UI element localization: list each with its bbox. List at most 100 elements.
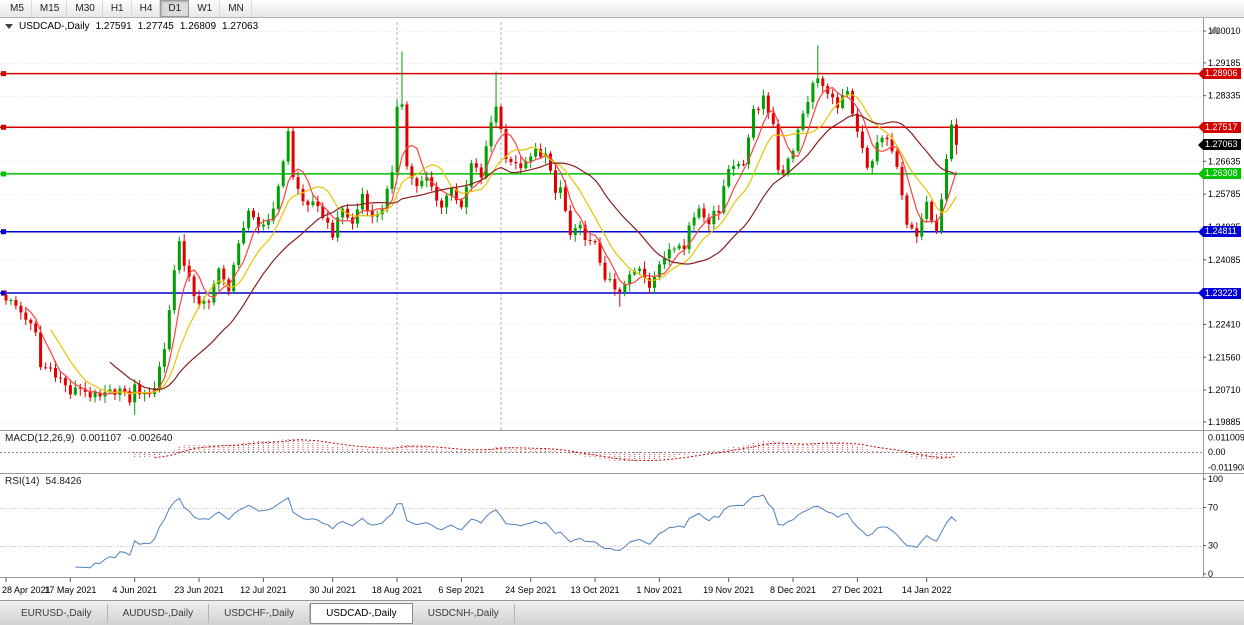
date-axis-label: 28 Apr 2021 (2, 585, 51, 595)
price-axis-label: 1.25785 (1208, 189, 1241, 199)
price-axis-label: 1.22410 (1208, 319, 1241, 329)
date-axis-label: 1 Nov 2021 (636, 585, 682, 595)
grid-lines (0, 31, 1203, 423)
price-tag-level: 1.24811 (1198, 226, 1241, 238)
timeframe-button-w1[interactable]: W1 (189, 0, 221, 17)
chart-area[interactable]: 1.300101.291851.283351.274851.266351.257… (0, 18, 1244, 600)
vertical-separator-lines[interactable] (396, 22, 502, 430)
price-tag-arrow-icon (1198, 168, 1203, 179)
chart-tabbar: EURUSD-,Daily AUDUSD-,Daily USDCHF-,Daily U… (0, 600, 1244, 625)
macd-value: 0.001107 (80, 433, 122, 444)
date-axis-label: 12 Jul 2021 (240, 585, 287, 595)
price-tag-text: 1.27517 (1203, 121, 1241, 133)
macd-axis-label: 0.00 (1208, 447, 1226, 457)
price-tag-current: 1.27063 (1198, 139, 1241, 151)
price-axis-label: 1.26635 (1208, 156, 1241, 166)
price-tag-arrow-icon (1198, 288, 1203, 298)
close-value: 1.27063 (222, 21, 259, 32)
ma-10-line (50, 94, 957, 395)
ma-5-line (25, 87, 957, 395)
rsi-pane (0, 494, 1203, 569)
date-axis-label: 6 Sep 2021 (438, 585, 484, 595)
price-tag-text: 1.23223 (1203, 287, 1241, 299)
price-axis-label: 1.21560 (1208, 352, 1241, 362)
rsi-axis-label: 0 (1208, 569, 1213, 579)
price-axis-label: 1.24085 (1208, 255, 1241, 265)
price-tag-arrow-icon (1198, 68, 1203, 79)
timeframe-button-mn[interactable]: MN (220, 0, 252, 17)
chart-tab-usdcnh[interactable]: USDCNH-,Daily (413, 603, 515, 623)
price-tag-text: 1.27063 (1203, 139, 1241, 151)
high-value: 1.27745 (137, 21, 174, 32)
chart-tab-audusd[interactable]: AUDUSD-,Daily (108, 603, 210, 623)
ohlc-header: USDCAD-,Daily 1.27591 1.27745 1.26809 1.… (5, 21, 258, 32)
date-axis-label: 18 Aug 2021 (372, 585, 423, 595)
chart-tab-usdchf[interactable]: USDCHF-,Daily (209, 603, 311, 623)
pane-dividers (0, 18, 1244, 578)
date-axis-label: 17 May 2021 (44, 585, 96, 595)
timeframe-button-m5[interactable]: M5 (2, 0, 32, 17)
chart-tab-eurusd[interactable]: EURUSD-,Daily (6, 603, 108, 623)
price-axis-label: 1.30010 (1208, 26, 1241, 36)
macd-signal-value: -0.002640 (127, 433, 173, 444)
rsi-value: 54.8426 (45, 476, 82, 487)
price-axis-label: 1.20710 (1208, 385, 1241, 395)
ma-22-line (109, 114, 957, 391)
hline-handle[interactable] (1, 124, 6, 130)
symbol-dropdown-icon[interactable] (5, 24, 13, 29)
low-value: 1.26809 (179, 21, 217, 32)
timeframe-button-h1[interactable]: H1 (103, 0, 132, 17)
rsi-name: RSI(14) (5, 476, 40, 487)
macd-name: MACD(12,26,9) (5, 433, 75, 444)
chart-tab-usdcad[interactable]: USDCAD-,Daily (310, 602, 413, 624)
scale-scroll-marker[interactable] (1209, 26, 1221, 33)
price-tag-arrow-icon (1198, 122, 1203, 133)
date-axis-label: 19 Nov 2021 (703, 585, 754, 595)
date-axis-label: 13 Oct 2021 (571, 585, 620, 595)
timeframe-toolbar: M5 M15 M30 H1 H4 D1 W1 MN (0, 0, 1244, 18)
hline-handle[interactable] (1, 229, 6, 235)
price-axis-label: 1.28335 (1208, 91, 1241, 101)
symbol-title: USDCAD-,Daily (19, 21, 90, 32)
price-tag-level: 1.28906 (1198, 68, 1241, 80)
macd-axis-label: 0.011009 (1208, 433, 1244, 443)
price-tag-arrow-icon (1198, 226, 1203, 237)
open-value: 1.27591 (95, 21, 132, 32)
axis-labels: 1.300101.291851.283351.274851.266351.257… (2, 26, 1244, 595)
rsi-axis-label: 100 (1208, 474, 1223, 484)
timeframe-button-d1[interactable]: D1 (160, 0, 190, 17)
price-tag-text: 1.26308 (1203, 168, 1241, 180)
rsi-axis-label: 70 (1208, 503, 1218, 513)
horizontal-level-lines[interactable] (0, 71, 1203, 296)
rsi-label: RSI(14) 54.8426 (5, 476, 82, 487)
date-axis-label: 14 Jan 2022 (902, 585, 952, 595)
date-axis-label: 24 Sep 2021 (505, 585, 556, 595)
date-axis-label: 8 Dec 2021 (770, 585, 816, 595)
date-axis-label: 23 Jun 2021 (174, 585, 224, 595)
hline-handle[interactable] (1, 290, 6, 296)
price-tag-arrow-icon (1198, 139, 1203, 150)
date-axis-label: 30 Jul 2021 (309, 585, 356, 595)
macd-signal-line (154, 439, 957, 461)
rsi-axis-label: 30 (1208, 541, 1218, 551)
hline-handle[interactable] (1, 171, 6, 177)
date-axis-label: 4 Jun 2021 (112, 585, 157, 595)
chart-canvas[interactable]: 1.300101.291851.283351.274851.266351.257… (0, 18, 1244, 600)
date-axis-label: 27 Dec 2021 (832, 585, 883, 595)
timeframe-button-m15[interactable]: M15 (32, 0, 68, 17)
moving-averages (25, 87, 957, 395)
timeframe-button-m30[interactable]: M30 (67, 0, 103, 17)
macd-axis-label: -0.011908 (1208, 463, 1244, 473)
price-tag-level: 1.27517 (1198, 121, 1241, 133)
timeframe-button-h4[interactable]: H4 (132, 0, 161, 17)
price-axis-label: 1.29185 (1208, 58, 1241, 68)
price-tag-level: 1.23223 (1198, 287, 1241, 299)
price-axis-label: 1.19885 (1208, 417, 1241, 427)
macd-label: MACD(12,26,9) 0.001107 -0.002640 (5, 433, 172, 444)
macd-pane (0, 438, 1203, 463)
hline-handle[interactable] (1, 71, 6, 77)
candles (4, 45, 958, 415)
price-tag-text: 1.28906 (1203, 68, 1241, 80)
rsi-line (75, 494, 957, 569)
